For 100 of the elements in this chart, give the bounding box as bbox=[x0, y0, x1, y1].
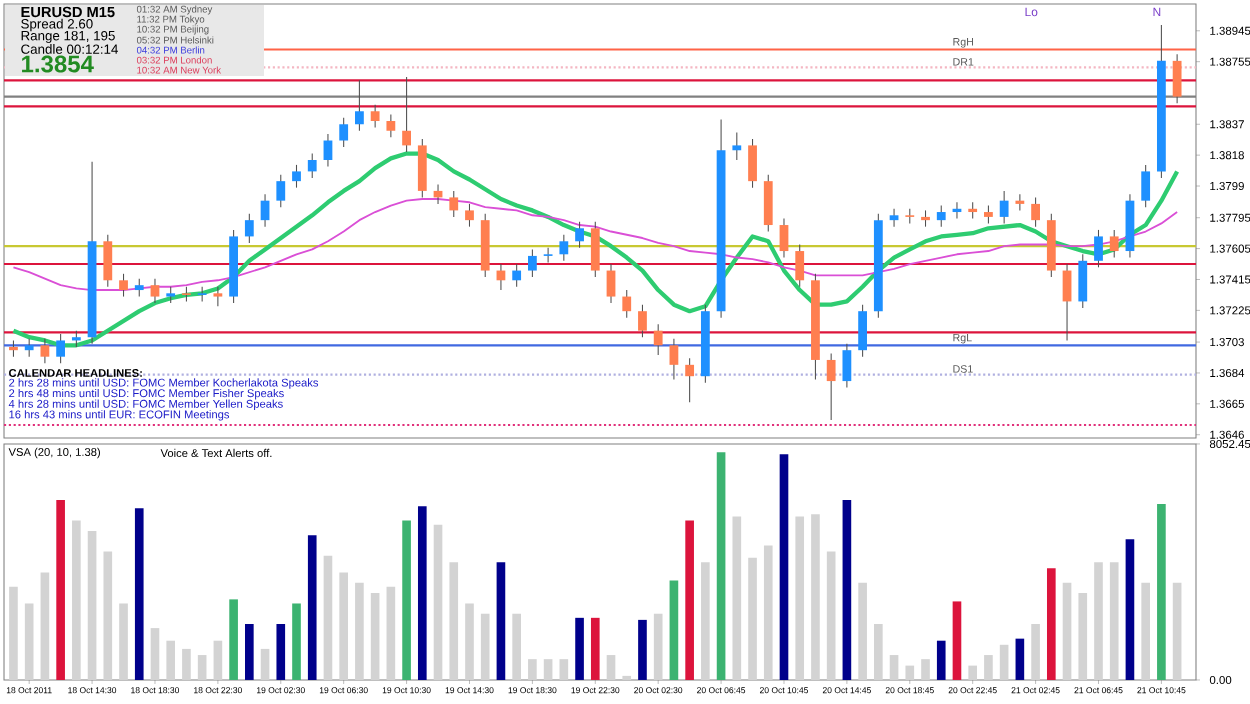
candlestick bbox=[213, 286, 223, 307]
bar bbox=[984, 655, 993, 680]
bar bbox=[842, 500, 852, 680]
bar bbox=[701, 562, 710, 680]
candlestick bbox=[826, 352, 836, 421]
candlestick bbox=[56, 333, 66, 364]
candlestick bbox=[999, 190, 1009, 224]
candlestick bbox=[103, 234, 113, 288]
candlestick bbox=[748, 138, 757, 189]
candlestick bbox=[40, 338, 50, 364]
candlestick bbox=[653, 323, 663, 356]
candlestick bbox=[685, 357, 695, 403]
bar bbox=[874, 623, 883, 680]
bar bbox=[1046, 568, 1056, 680]
bar bbox=[763, 545, 773, 680]
bar bbox=[1062, 582, 1072, 680]
bar bbox=[134, 508, 144, 680]
candlestick bbox=[1109, 229, 1119, 259]
bar bbox=[24, 603, 34, 680]
candlestick bbox=[339, 117, 349, 148]
candlestick bbox=[417, 138, 427, 198]
bar bbox=[779, 454, 789, 680]
bar bbox=[999, 644, 1009, 680]
bar bbox=[103, 551, 113, 680]
candlestick bbox=[795, 244, 805, 288]
candlestick bbox=[575, 221, 584, 249]
bar bbox=[56, 500, 65, 680]
bar bbox=[449, 562, 459, 680]
bar bbox=[606, 655, 616, 680]
bar bbox=[1125, 539, 1135, 680]
candlestick bbox=[150, 278, 160, 304]
candlestick bbox=[622, 289, 632, 319]
bar bbox=[1141, 582, 1150, 680]
bar bbox=[512, 613, 521, 680]
candlestick bbox=[449, 190, 459, 218]
candlestick bbox=[889, 208, 899, 228]
bar bbox=[1015, 638, 1025, 680]
candlestick bbox=[779, 218, 789, 259]
bar bbox=[1172, 582, 1182, 680]
bar bbox=[119, 603, 128, 680]
candlestick bbox=[638, 304, 647, 338]
candlestick bbox=[527, 248, 537, 278]
bar bbox=[952, 601, 962, 680]
candlestick bbox=[1141, 164, 1151, 208]
annotation: 1.3854 bbox=[22, 55, 94, 73]
candlestick bbox=[512, 263, 522, 288]
bar bbox=[40, 572, 50, 680]
bar bbox=[166, 640, 176, 680]
bar bbox=[575, 617, 584, 680]
bar bbox=[386, 586, 396, 680]
bar bbox=[496, 562, 506, 680]
candlestick bbox=[543, 247, 553, 263]
bar bbox=[968, 665, 978, 680]
bar bbox=[1031, 623, 1040, 680]
bar bbox=[245, 623, 254, 680]
bar bbox=[638, 619, 647, 680]
bar bbox=[9, 586, 18, 680]
bar bbox=[433, 524, 443, 680]
bar bbox=[716, 452, 726, 680]
bar bbox=[559, 659, 569, 680]
bar bbox=[150, 628, 160, 680]
bar bbox=[402, 520, 411, 680]
candlestick bbox=[842, 343, 852, 389]
bar bbox=[292, 603, 301, 680]
bar bbox=[811, 514, 820, 680]
bar bbox=[87, 531, 97, 680]
candlestick bbox=[606, 263, 616, 304]
bar bbox=[339, 572, 348, 680]
bar bbox=[826, 551, 836, 680]
candlestick bbox=[119, 273, 128, 298]
candlestick bbox=[858, 304, 868, 358]
bar bbox=[905, 665, 915, 680]
bar bbox=[213, 640, 223, 680]
bar bbox=[417, 506, 427, 680]
bar bbox=[1094, 562, 1103, 680]
candlestick bbox=[355, 79, 364, 132]
bar bbox=[528, 659, 537, 680]
candlestick bbox=[276, 174, 286, 208]
bar bbox=[921, 659, 930, 680]
bar bbox=[182, 648, 191, 680]
candlestick bbox=[244, 213, 254, 244]
bar bbox=[480, 613, 490, 680]
bar bbox=[1157, 504, 1166, 680]
candlestick bbox=[669, 338, 679, 380]
bar bbox=[936, 640, 946, 680]
bar bbox=[1078, 592, 1088, 680]
candlestick bbox=[386, 113, 396, 138]
bar bbox=[72, 520, 81, 680]
candlestick bbox=[559, 234, 569, 262]
bar bbox=[1109, 562, 1119, 680]
candlestick bbox=[732, 131, 742, 161]
bar bbox=[858, 582, 867, 680]
candlestick bbox=[1078, 253, 1088, 309]
bar bbox=[197, 655, 207, 680]
bar bbox=[748, 557, 757, 680]
bar bbox=[355, 582, 364, 680]
bar bbox=[732, 516, 742, 680]
candlestick bbox=[370, 104, 380, 129]
bar bbox=[260, 648, 270, 680]
bar bbox=[685, 520, 694, 680]
